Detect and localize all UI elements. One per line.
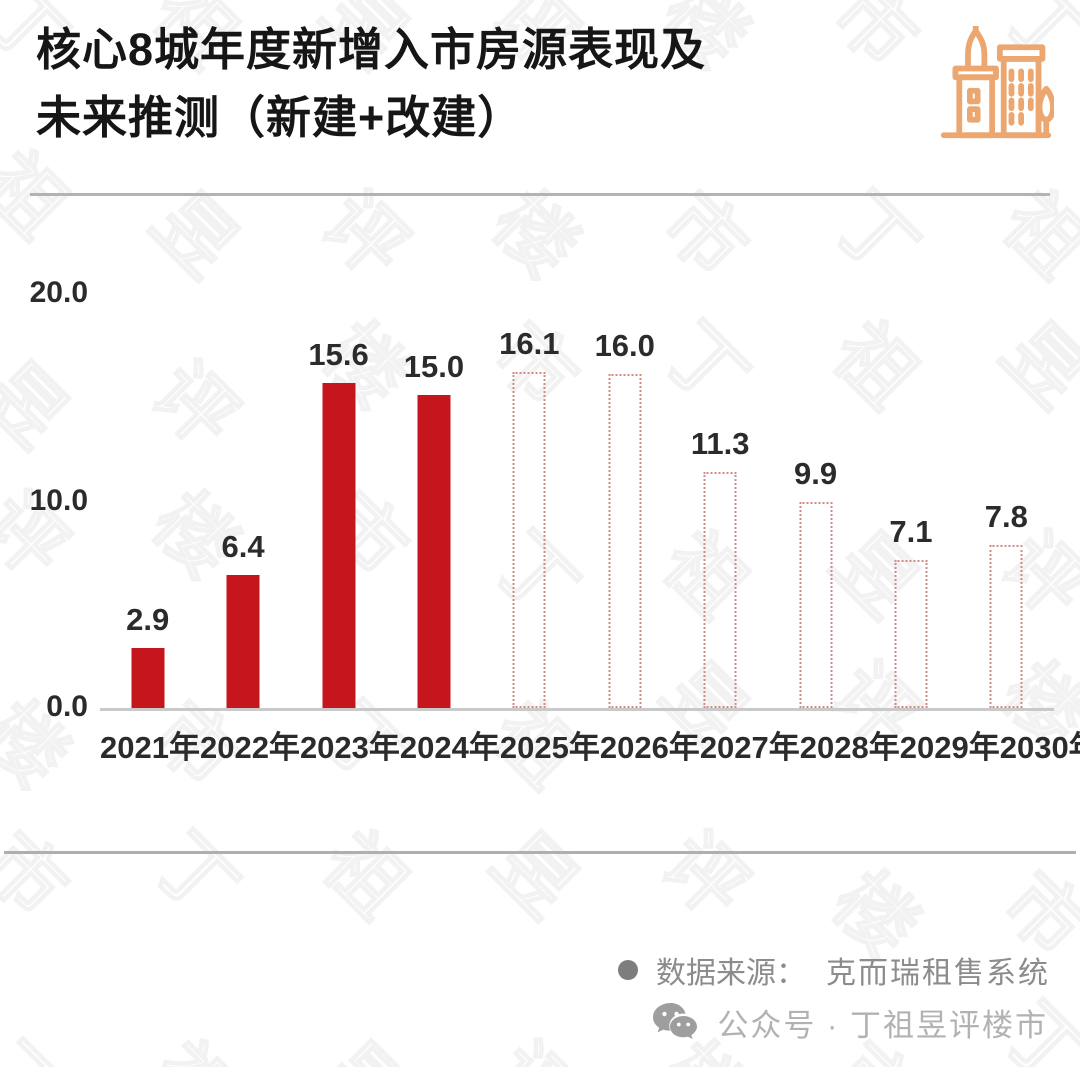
- x-axis-label: 2025年: [499, 730, 600, 765]
- watermark-char: 市: [985, 855, 1080, 974]
- page-title-line1: 核心8城年度新增入市房源表现及: [36, 24, 707, 75]
- bar-value-label: 16.0: [594, 328, 655, 363]
- bar-actual-2022年: [226, 575, 260, 708]
- bar-value-label: 7.8: [984, 499, 1028, 534]
- bar-column-2024年: 15.0: [386, 291, 481, 708]
- x-axis-label: 2030年: [999, 730, 1080, 765]
- bar-forecast-2027年: [703, 472, 737, 708]
- bar-column-2029年: 7.1: [863, 291, 958, 708]
- page-title-line2: 未来推测（新建+改建）: [36, 92, 524, 143]
- watermark-char: 昱: [245, 964, 485, 1067]
- bar-value-label: 15.0: [403, 349, 465, 384]
- watermark-char: 楼: [815, 855, 934, 974]
- bar-forecast-2030年: [989, 545, 1023, 708]
- bar-value-label: 6.4: [221, 529, 265, 564]
- footer-divider: [4, 851, 1076, 854]
- x-axis-label: 2023年: [299, 730, 400, 765]
- x-axis-label: 2021年: [100, 730, 200, 765]
- wechat-account-text: 公众号 · 丁祖昱评楼市: [717, 1008, 1048, 1043]
- watermark-char: 市: [0, 815, 85, 934]
- bar-column-2028年: 9.9: [768, 291, 863, 708]
- bar-column-2023年: 15.6: [291, 291, 386, 708]
- bullet-icon: [618, 960, 638, 980]
- bar-actual-2024年: [417, 395, 451, 708]
- bar-value-label: 9.9: [793, 456, 838, 491]
- bar-forecast-2028年: [799, 502, 833, 708]
- bar-column-2021年: 2.9: [100, 291, 195, 708]
- y-tick-20: 20.0: [29, 276, 88, 309]
- x-axis-label: 2026年: [599, 730, 700, 765]
- data-source-row: 数据来源： 克而瑞租售系统: [618, 948, 1050, 992]
- x-axis-label: 2022年: [199, 730, 300, 765]
- bar-value-label: 16.1: [499, 326, 560, 361]
- plot-area: 2.9 6.4 15.6 15.0 16.1 16.0 11.3 9.9 7.1 7.8: [100, 291, 1054, 711]
- header-divider: [30, 193, 1050, 196]
- bar-column-2027年: 11.3: [672, 291, 767, 708]
- watermark-char: 祖: [75, 964, 315, 1067]
- bar-actual-2023年: [322, 383, 356, 708]
- data-source-value: 克而瑞租售系统: [826, 957, 1050, 990]
- bar-value-label: 7.1: [889, 514, 933, 549]
- x-axis-labels: 2021年 2022年 2023年 2024年 2025年 2026年 2027年 2028年…: [100, 722, 1080, 767]
- watermark-char: 丁: [135, 815, 254, 934]
- bar-column-2022年: 6.4: [195, 291, 290, 708]
- y-tick-0: 0.0: [46, 690, 88, 723]
- buildings-icon: [940, 26, 1054, 139]
- bar-column-2030年: 7.8: [959, 291, 1054, 708]
- bar-actual-2021年: [131, 648, 165, 708]
- x-axis-label: 2024年: [399, 730, 500, 765]
- wechat-account-row: 公众号 · 丁祖昱评楼市: [651, 1000, 1048, 1045]
- x-axis-label: 2027年: [699, 730, 800, 765]
- bar-forecast-2026年: [608, 374, 642, 708]
- data-source-label: 数据来源：: [656, 957, 806, 990]
- bar-value-label: 2.9: [126, 602, 170, 637]
- bar-column-2025年: 16.1: [482, 291, 577, 708]
- bar-forecast-2029年: [894, 560, 928, 708]
- watermark-char: 祖: [305, 815, 424, 934]
- x-axis-label: 2028年: [799, 730, 900, 765]
- wechat-icon: [653, 1002, 698, 1039]
- x-axis-label: 2029年: [899, 730, 1000, 765]
- bar-column-2026年: 16.0: [577, 291, 672, 708]
- bar-forecast-2025年: [512, 372, 546, 708]
- y-tick-10: 10.0: [29, 484, 88, 517]
- bar-value-label: 11.3: [690, 426, 750, 461]
- page-title: 核心8城年度新增入市房源表现及 未来推测（新建+改建）: [36, 16, 896, 152]
- bar-value-label: 15.6: [308, 337, 369, 372]
- watermark-char: 丁: [0, 964, 145, 1067]
- watermark-char: 丁: [985, 985, 1080, 1067]
